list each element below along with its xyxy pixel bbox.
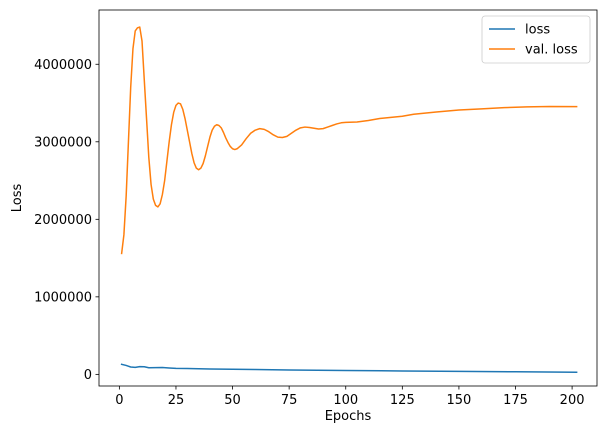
- x-tick-label: 150: [447, 393, 472, 408]
- plot-area: [98, 9, 598, 387]
- x-tick-label: 25: [168, 393, 185, 408]
- x-tick-label: 200: [560, 393, 585, 408]
- y-axis-label: Loss: [10, 184, 25, 213]
- x-tick-label: 75: [281, 393, 298, 408]
- y-tick-label: 2000000: [34, 213, 92, 228]
- legend: loss val. loss: [481, 15, 591, 64]
- x-tick-label: 175: [503, 393, 528, 408]
- axes-frame: [98, 9, 598, 387]
- y-tick-label: 3000000: [34, 135, 92, 150]
- series-line-val-loss: [120, 26, 578, 255]
- legend-label: loss: [525, 23, 550, 38]
- x-tick-label: 0: [115, 393, 123, 408]
- y-tick-label: 4000000: [34, 58, 92, 73]
- x-axis-label: Epochs: [325, 409, 372, 424]
- legend-box: [481, 15, 591, 64]
- x-tick-label: 50: [224, 393, 241, 408]
- legend-label: val. loss: [525, 43, 578, 58]
- x-tick-label: 100: [333, 393, 358, 408]
- y-tick-label: 0: [84, 368, 92, 383]
- series-line-loss: [120, 363, 578, 373]
- x-tick-label: 125: [390, 393, 415, 408]
- axis-ticks: 0 25 50 75 100 125 150 175 200 0 1000000 2000000 300…: [34, 58, 584, 408]
- y-tick-label: 1000000: [34, 290, 92, 305]
